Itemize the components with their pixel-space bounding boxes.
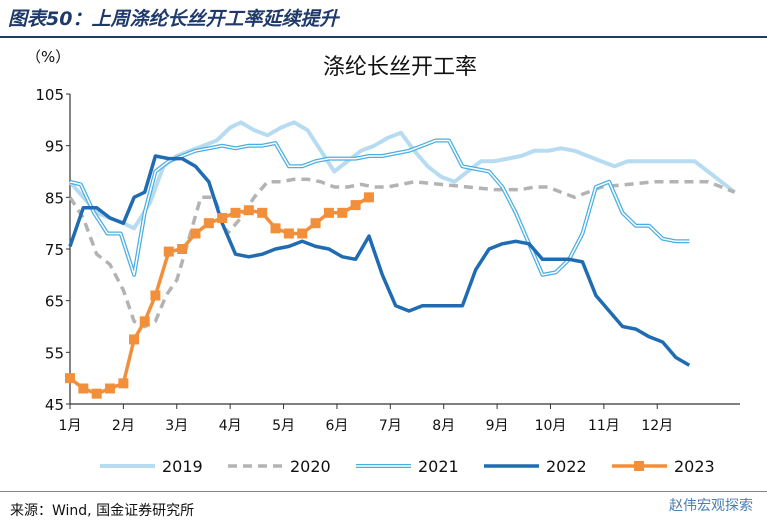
x-tick-label: 12月 (641, 418, 673, 434)
series-layer (65, 120, 736, 399)
chart-title: 涤纶长丝开工率 (323, 55, 477, 80)
data-point (243, 205, 254, 216)
data-point (118, 378, 129, 389)
line-chart: 涤纶长丝开工率 （%） 45 55 65 75 85 95 105 1月 2月 3月 4月 5月 6月 7… (26, 48, 740, 476)
x-tick-label: 6月 (325, 418, 348, 434)
axes: 45 55 65 75 85 95 105 1月 2月 3月 4月 5月 6月 7月 8月 9月 10月 11月 1… (35, 86, 740, 434)
data-point (163, 246, 174, 257)
legend-marker (634, 461, 644, 471)
y-tick-label: 105 (35, 86, 64, 104)
watermark-text: 赵伟宏观探索 (669, 498, 753, 514)
x-tick-label: 3月 (165, 418, 188, 434)
data-point (270, 223, 281, 234)
data-point (217, 213, 228, 223)
data-point (337, 207, 348, 218)
y-tick-label: 75 (45, 241, 64, 259)
data-point (363, 192, 374, 203)
y-axis-unit-label: （%） (26, 48, 70, 66)
data-point (257, 207, 268, 218)
source-rule (0, 491, 767, 492)
data-point (323, 207, 334, 218)
data-point (139, 316, 150, 327)
legend-item-2020: 2020 (228, 457, 331, 476)
data-point (203, 218, 214, 229)
data-point (190, 228, 201, 239)
legend-item-2022: 2022 (484, 457, 587, 476)
data-point (230, 207, 241, 218)
series-line (68, 195, 370, 396)
series-2021 (69, 138, 690, 277)
x-tick-label: 9月 (486, 418, 509, 434)
x-tick-label: 11月 (588, 418, 620, 434)
legend-label: 2020 (290, 457, 331, 476)
legend-item-2023: 2023 (612, 457, 715, 476)
legend: 2019 2020 2021 2022 2023 (100, 457, 715, 476)
y-tick-label: 55 (45, 344, 64, 362)
data-point (129, 334, 140, 345)
data-point (350, 200, 361, 211)
series-line-inner (69, 139, 690, 276)
title-rule (0, 36, 767, 38)
legend-label: 2019 (162, 457, 203, 476)
x-tick-label: 10月 (535, 418, 567, 434)
data-point (297, 228, 308, 239)
legend-label: 2022 (546, 457, 587, 476)
series-line (68, 154, 691, 367)
legend-item-2021: 2021 (356, 457, 459, 476)
data-point (65, 373, 75, 384)
x-tick-label: 7月 (379, 418, 402, 434)
data-point (177, 244, 188, 254)
data-point (310, 218, 321, 229)
figure-title: 图表50：上周涤纶长丝开工率延续提升 (8, 8, 339, 30)
x-tick-label: 1月 (59, 418, 82, 434)
data-point (283, 228, 294, 239)
series-line (68, 120, 736, 231)
data-point (150, 290, 161, 301)
legend-label: 2023 (674, 457, 715, 476)
data-point (105, 383, 116, 394)
y-tick-label: 45 (45, 396, 64, 414)
legend-item-2019: 2019 (100, 457, 203, 476)
series-2019 (68, 120, 736, 231)
y-tick-label: 65 (45, 293, 64, 311)
y-tick-label: 85 (45, 189, 64, 207)
x-tick-label: 8月 (432, 418, 455, 434)
series-2023 (65, 192, 374, 399)
x-tick-label: 2月 (112, 418, 135, 434)
source-note: 来源：Wind, 国金证券研究所 (10, 503, 195, 519)
legend-label: 2021 (418, 457, 459, 476)
data-point (78, 383, 89, 394)
series-2022 (68, 154, 691, 367)
data-point (91, 388, 102, 399)
x-tick-label: 4月 (219, 418, 242, 434)
y-tick-label: 95 (45, 138, 64, 156)
x-tick-label: 5月 (272, 418, 295, 434)
